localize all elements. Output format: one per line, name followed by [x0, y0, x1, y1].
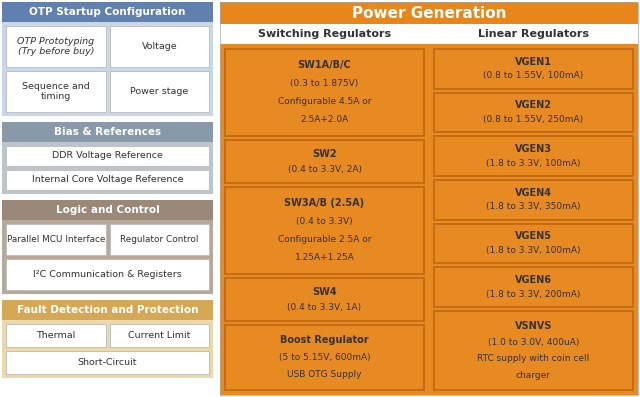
Text: Voltage: Voltage — [141, 42, 177, 51]
Bar — [434, 224, 633, 263]
Text: Sequence and
timing: Sequence and timing — [22, 82, 90, 101]
Bar — [2, 142, 213, 194]
Text: RTC supply with coin cell: RTC supply with coin cell — [477, 354, 589, 363]
Text: USB OTG Supply: USB OTG Supply — [287, 370, 362, 379]
Text: Logic and Control: Logic and Control — [56, 205, 159, 215]
Text: VGEN1: VGEN1 — [515, 57, 552, 67]
Text: Boost Regulator: Boost Regulator — [280, 335, 369, 345]
Text: Configurable 4.5A or: Configurable 4.5A or — [278, 97, 371, 106]
Text: (1.0 to 3.0V, 400uA): (1.0 to 3.0V, 400uA) — [488, 337, 579, 347]
Bar — [2, 2, 213, 22]
Text: (1.8 to 3.3V, 100mA): (1.8 to 3.3V, 100mA) — [486, 246, 580, 255]
Bar — [2, 220, 213, 294]
Text: SW3A/B (2.5A): SW3A/B (2.5A) — [284, 198, 365, 208]
Bar — [109, 71, 209, 112]
Text: (1.8 to 3.3V, 100mA): (1.8 to 3.3V, 100mA) — [486, 159, 580, 168]
Text: Power stage: Power stage — [130, 87, 188, 96]
Text: (0.4 to 3.3V, 2A): (0.4 to 3.3V, 2A) — [287, 165, 362, 173]
Text: Parallel MCU Interface: Parallel MCU Interface — [6, 235, 105, 244]
Bar — [2, 300, 213, 320]
Text: SW2: SW2 — [312, 148, 337, 158]
Bar — [434, 267, 633, 307]
Bar — [225, 278, 424, 321]
Text: (5 to 5.15V, 600mA): (5 to 5.15V, 600mA) — [278, 353, 371, 362]
Bar — [6, 170, 209, 190]
Text: Regulator Control: Regulator Control — [120, 235, 198, 244]
Bar — [220, 24, 638, 44]
Bar — [6, 259, 209, 290]
Text: Current Limit: Current Limit — [128, 331, 191, 340]
Text: VGEN3: VGEN3 — [515, 144, 552, 154]
Text: VGEN5: VGEN5 — [515, 231, 552, 241]
Text: Thermal: Thermal — [36, 331, 76, 340]
Bar — [109, 224, 209, 255]
Bar — [220, 2, 638, 24]
Bar — [225, 325, 424, 390]
Text: charger: charger — [516, 371, 551, 380]
Text: Fault Detection and Protection: Fault Detection and Protection — [17, 305, 198, 315]
Text: SW1A/B/C: SW1A/B/C — [298, 60, 351, 70]
Text: VGEN2: VGEN2 — [515, 100, 552, 110]
Bar — [6, 26, 106, 67]
Bar — [225, 140, 424, 183]
Text: (1.8 to 3.3V, 200mA): (1.8 to 3.3V, 200mA) — [486, 289, 580, 299]
Text: OTP Startup Configuration: OTP Startup Configuration — [29, 7, 186, 17]
Text: 2.5A+2.0A: 2.5A+2.0A — [300, 115, 349, 124]
Bar — [434, 311, 633, 390]
Text: (1.8 to 3.3V, 350mA): (1.8 to 3.3V, 350mA) — [486, 202, 580, 211]
Bar — [2, 2, 213, 378]
Text: Bias & References: Bias & References — [54, 127, 161, 137]
Text: OTP Prototyping
(Try before buy): OTP Prototyping (Try before buy) — [17, 37, 94, 56]
Bar — [2, 22, 213, 116]
Text: Switching Regulators: Switching Regulators — [258, 29, 391, 39]
Bar — [225, 187, 424, 274]
Bar — [2, 200, 213, 220]
Bar — [109, 26, 209, 67]
Text: (0.3 to 1.875V): (0.3 to 1.875V) — [291, 79, 358, 88]
Text: I²C Communication & Registers: I²C Communication & Registers — [33, 270, 182, 279]
Text: DDR Voltage Reference: DDR Voltage Reference — [52, 152, 163, 160]
Text: (0.4 to 3.3V, 1A): (0.4 to 3.3V, 1A) — [287, 303, 362, 312]
Bar — [434, 49, 633, 89]
Bar — [2, 122, 213, 142]
Text: VSNVS: VSNVS — [515, 321, 552, 331]
Text: (0.8 to 1.55V, 100mA): (0.8 to 1.55V, 100mA) — [483, 71, 584, 80]
Text: SW4: SW4 — [312, 287, 337, 297]
Bar — [434, 136, 633, 176]
Bar — [6, 71, 106, 112]
Text: (0.4 to 3.3V): (0.4 to 3.3V) — [296, 217, 353, 226]
Text: VGEN6: VGEN6 — [515, 275, 552, 285]
Text: Internal Core Voltage Reference: Internal Core Voltage Reference — [32, 175, 183, 185]
Bar — [434, 93, 633, 132]
Text: Short-Circuit: Short-Circuit — [77, 358, 137, 367]
Text: Linear Regulators: Linear Regulators — [478, 29, 589, 39]
Bar — [220, 44, 638, 395]
Bar — [6, 146, 209, 166]
Text: 1.25A+1.25A: 1.25A+1.25A — [294, 253, 355, 262]
Bar — [6, 351, 209, 374]
Text: Power Generation: Power Generation — [352, 6, 506, 21]
Bar — [2, 320, 213, 378]
Text: (0.8 to 1.55V, 250mA): (0.8 to 1.55V, 250mA) — [483, 115, 584, 124]
Bar — [434, 180, 633, 220]
Bar — [6, 324, 106, 347]
Bar — [6, 224, 106, 255]
Bar — [220, 2, 638, 395]
Text: VGEN4: VGEN4 — [515, 188, 552, 198]
Bar — [109, 324, 209, 347]
Text: Configurable 2.5A or: Configurable 2.5A or — [278, 235, 371, 244]
Bar — [225, 49, 424, 136]
